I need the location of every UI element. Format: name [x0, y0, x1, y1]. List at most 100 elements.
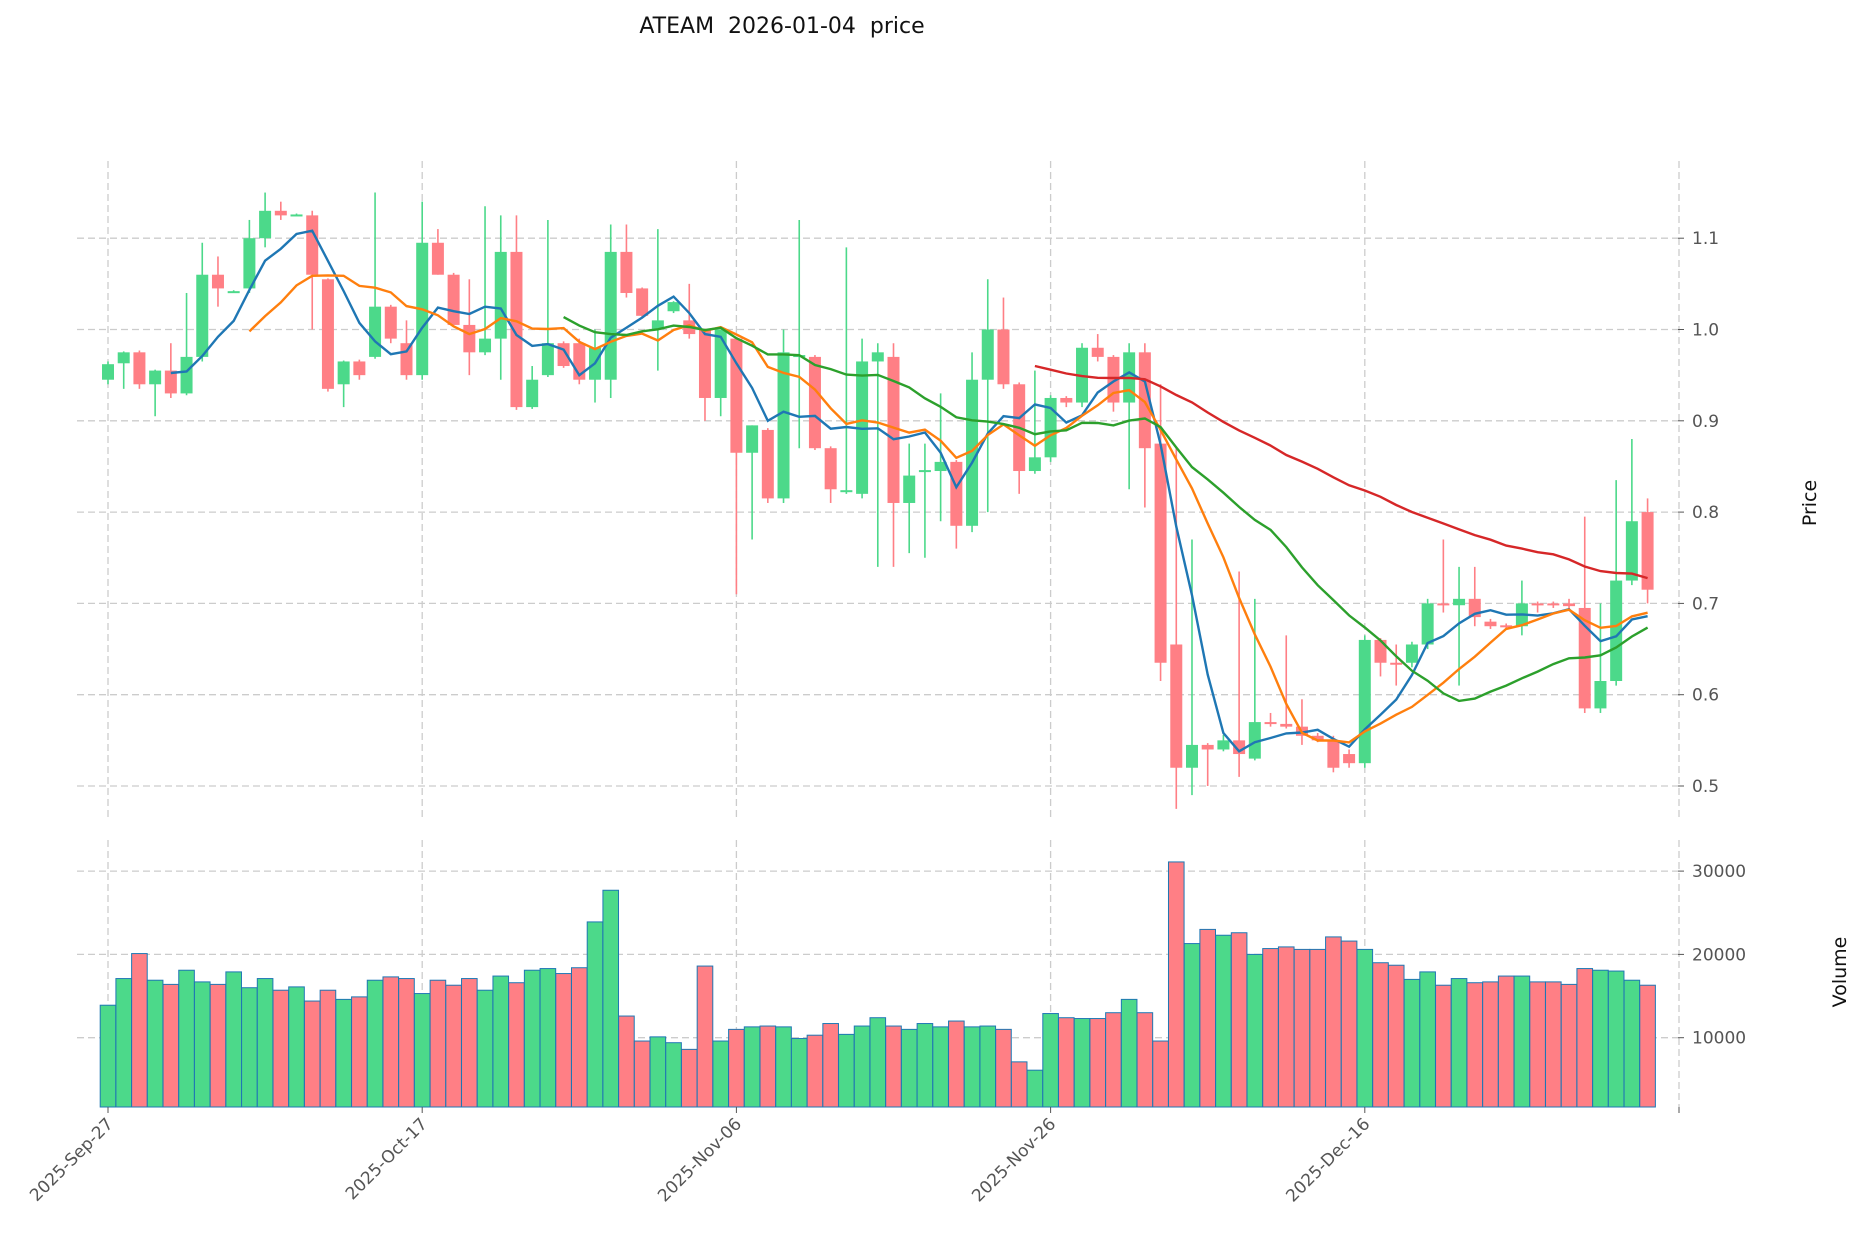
candle — [180, 292, 193, 396]
volume-bar — [445, 984, 462, 1108]
candle — [950, 460, 963, 549]
volume-bar — [209, 983, 227, 1108]
ma50-line — [1034, 364, 1648, 580]
volume-bar — [1497, 975, 1515, 1108]
candle — [1264, 712, 1277, 727]
candle — [714, 329, 727, 417]
volume-bar — [1199, 928, 1217, 1108]
volume-bar — [806, 1034, 824, 1108]
volume-bar — [853, 1025, 871, 1108]
candle — [1327, 735, 1340, 773]
grid — [77, 161, 1680, 1107]
candle-body — [1201, 744, 1214, 750]
volume-bar — [885, 1025, 902, 1108]
volume-bar — [1340, 940, 1358, 1108]
candle — [1374, 638, 1387, 677]
candle-body — [1311, 735, 1324, 741]
candle — [667, 301, 680, 314]
moving-average-lines — [170, 229, 1649, 753]
candle-body — [306, 215, 319, 275]
candle — [730, 336, 743, 595]
volume-bar — [1183, 943, 1201, 1108]
candle — [887, 343, 900, 567]
candle-body — [1217, 740, 1230, 750]
candle-body — [651, 320, 664, 330]
candle-body — [761, 429, 774, 499]
candle — [746, 425, 759, 540]
candle — [416, 201, 429, 380]
candle — [149, 369, 162, 417]
candle — [227, 290, 240, 294]
candle-body — [1531, 603, 1544, 606]
volume-bar — [492, 975, 510, 1108]
candle — [1280, 635, 1293, 729]
volume-bar — [1482, 981, 1499, 1108]
candle-body — [604, 251, 617, 380]
candle-body — [164, 370, 177, 394]
candle — [1421, 598, 1434, 650]
candle-body — [1625, 521, 1638, 581]
candle — [966, 352, 979, 533]
candle-body — [431, 242, 444, 275]
candle-body — [1248, 722, 1261, 759]
candle — [479, 206, 492, 356]
candle — [573, 338, 586, 385]
volume-bar — [979, 1025, 997, 1108]
candle-body — [950, 461, 963, 526]
volume-bar — [743, 1026, 761, 1108]
volume-bar — [963, 1026, 981, 1108]
candle — [369, 192, 382, 359]
candle-body — [1170, 644, 1183, 768]
volume-tick-label: 10000 — [1692, 1029, 1746, 1049]
volume-bar — [476, 989, 494, 1108]
candle-body — [494, 251, 507, 339]
candle-body — [824, 448, 837, 490]
x-tick-label: 2025-Oct-17 — [342, 1114, 432, 1204]
volume-bar — [1010, 1061, 1028, 1108]
volume-bar — [696, 965, 714, 1108]
candle-body — [1044, 397, 1057, 458]
volume-bar — [618, 1015, 635, 1108]
candle — [981, 279, 994, 513]
candle-body — [290, 214, 303, 217]
candle — [683, 283, 696, 339]
candle — [1453, 566, 1466, 686]
volume-bar — [571, 967, 588, 1108]
candle-body — [997, 329, 1010, 385]
candle — [1578, 516, 1591, 713]
volume-bar — [1262, 948, 1279, 1108]
candle — [1185, 539, 1198, 796]
candle-body — [1154, 443, 1167, 663]
candle-body — [1264, 722, 1277, 725]
volume-bar — [1042, 1013, 1059, 1108]
volume-bar — [351, 996, 368, 1108]
candle — [871, 343, 884, 567]
volume-bar — [225, 971, 242, 1108]
candle-body — [479, 338, 492, 353]
candle — [1358, 635, 1371, 768]
volume-bar — [1325, 936, 1342, 1108]
volume-bar — [649, 1036, 667, 1108]
volume-bar — [1356, 948, 1374, 1108]
volume-bar — [1246, 953, 1264, 1108]
volume-bar — [586, 921, 604, 1108]
volume-bar — [775, 1026, 792, 1108]
candle — [353, 359, 366, 380]
candle — [541, 219, 554, 377]
candle-body — [463, 324, 476, 353]
volume-bar — [319, 989, 337, 1108]
candle — [1610, 480, 1623, 686]
candle-body — [1358, 639, 1371, 764]
candle-body — [369, 306, 382, 357]
candle — [1390, 644, 1403, 686]
candle — [1248, 598, 1261, 761]
candle-body — [1563, 603, 1576, 607]
candle-body — [1343, 754, 1356, 764]
candle — [1170, 448, 1183, 809]
volume-bar — [1309, 948, 1326, 1108]
candle-body — [714, 329, 727, 398]
candle — [164, 343, 177, 398]
candle-body — [966, 379, 979, 526]
price-tick-label: 0.8 — [1692, 503, 1719, 523]
